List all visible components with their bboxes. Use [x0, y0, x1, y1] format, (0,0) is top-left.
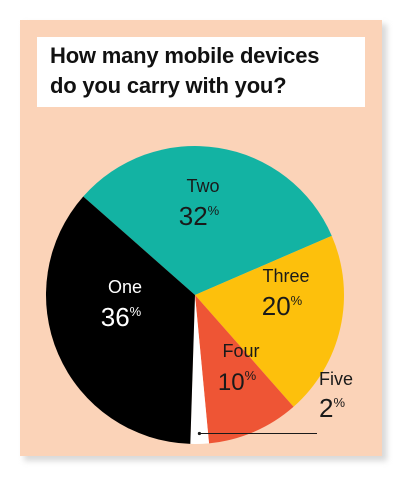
five-leader-dot [197, 431, 201, 436]
chart-title-box: How many mobile devices do you carry wit… [37, 37, 365, 107]
pie-slice-five [190, 295, 210, 445]
pie-slice-four [195, 295, 294, 444]
pie-slice-two [83, 145, 332, 295]
slice-value-five: 2% [319, 393, 345, 423]
chart-title-line-2: do you carry with you? [50, 73, 287, 98]
slice-label-three: Three 20% [262, 266, 310, 321]
slice-name-five: Five [319, 369, 353, 389]
pie-slice-three [195, 235, 345, 407]
slice-value-three: 20% [262, 291, 303, 321]
slice-name-two: Two [186, 176, 219, 196]
chart-card: How many mobile devices do you carry wit… [20, 20, 382, 456]
slice-name-three: Three [262, 266, 309, 286]
slice-name-four: Four [222, 341, 259, 361]
chart-title-line-1: How many mobile devices [50, 43, 320, 68]
slice-label-five: Five 2% [319, 369, 353, 423]
pie-slice-one [45, 196, 196, 444]
slice-name-one: One [108, 277, 142, 297]
